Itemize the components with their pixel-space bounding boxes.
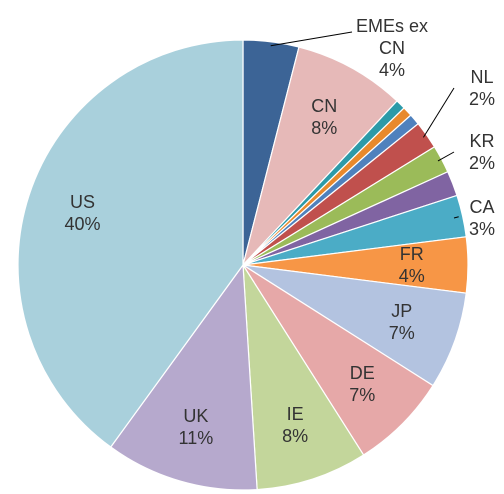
leader-line	[453, 216, 459, 219]
slice-value-label: 8%	[311, 118, 338, 139]
slice-label: NL 2%	[442, 66, 504, 110]
slice-label: FR 4%	[372, 243, 452, 287]
slice-label: CN 8%	[284, 95, 364, 139]
slice-value-label: 8%	[282, 426, 309, 447]
slice-category: EMEs ex CN	[355, 16, 429, 58]
slice-category: US	[69, 191, 95, 212]
slice-category: DE	[349, 363, 375, 384]
slice-category: UK	[183, 406, 209, 427]
slice-value-label: 3%	[468, 219, 495, 239]
slice-label: DE 7%	[322, 362, 402, 406]
slice-label: EMEs ex CN 4%	[354, 15, 430, 81]
slice-value-label: 7%	[349, 385, 376, 406]
slice-category: FR	[399, 244, 424, 264]
slice-value-label: 4%	[378, 60, 405, 80]
pie-slice	[242, 46, 398, 266]
slice-category: JP	[391, 301, 413, 322]
slice-value-label: 7%	[388, 323, 415, 344]
pie-slice	[109, 263, 258, 491]
leader-line	[422, 87, 455, 138]
slice-value-label: 11%	[178, 428, 214, 449]
slice-value-label: 40%	[64, 213, 101, 234]
slice-category: KR	[469, 131, 495, 151]
slice-category: CA	[469, 197, 495, 217]
slice-label: KR 2%	[442, 130, 504, 174]
slice-label: UK 11%	[156, 405, 236, 449]
slice-label: CA 3%	[442, 196, 504, 240]
slice-label: JP 7%	[362, 300, 442, 344]
slice-value-label: 2%	[468, 153, 495, 173]
slice-label: US 40%	[43, 191, 123, 235]
leader-line	[270, 31, 353, 47]
slice-category: CN	[311, 96, 338, 117]
slice-category: NL	[470, 67, 494, 87]
leader-line	[437, 151, 455, 162]
slice-value-label: 4%	[398, 266, 425, 286]
slice-category: IE	[286, 404, 304, 425]
slice-value-label: 2%	[468, 89, 495, 109]
pie-slice	[17, 39, 244, 448]
slice-label: IE 8%	[255, 403, 335, 447]
pie-slice	[242, 264, 365, 491]
